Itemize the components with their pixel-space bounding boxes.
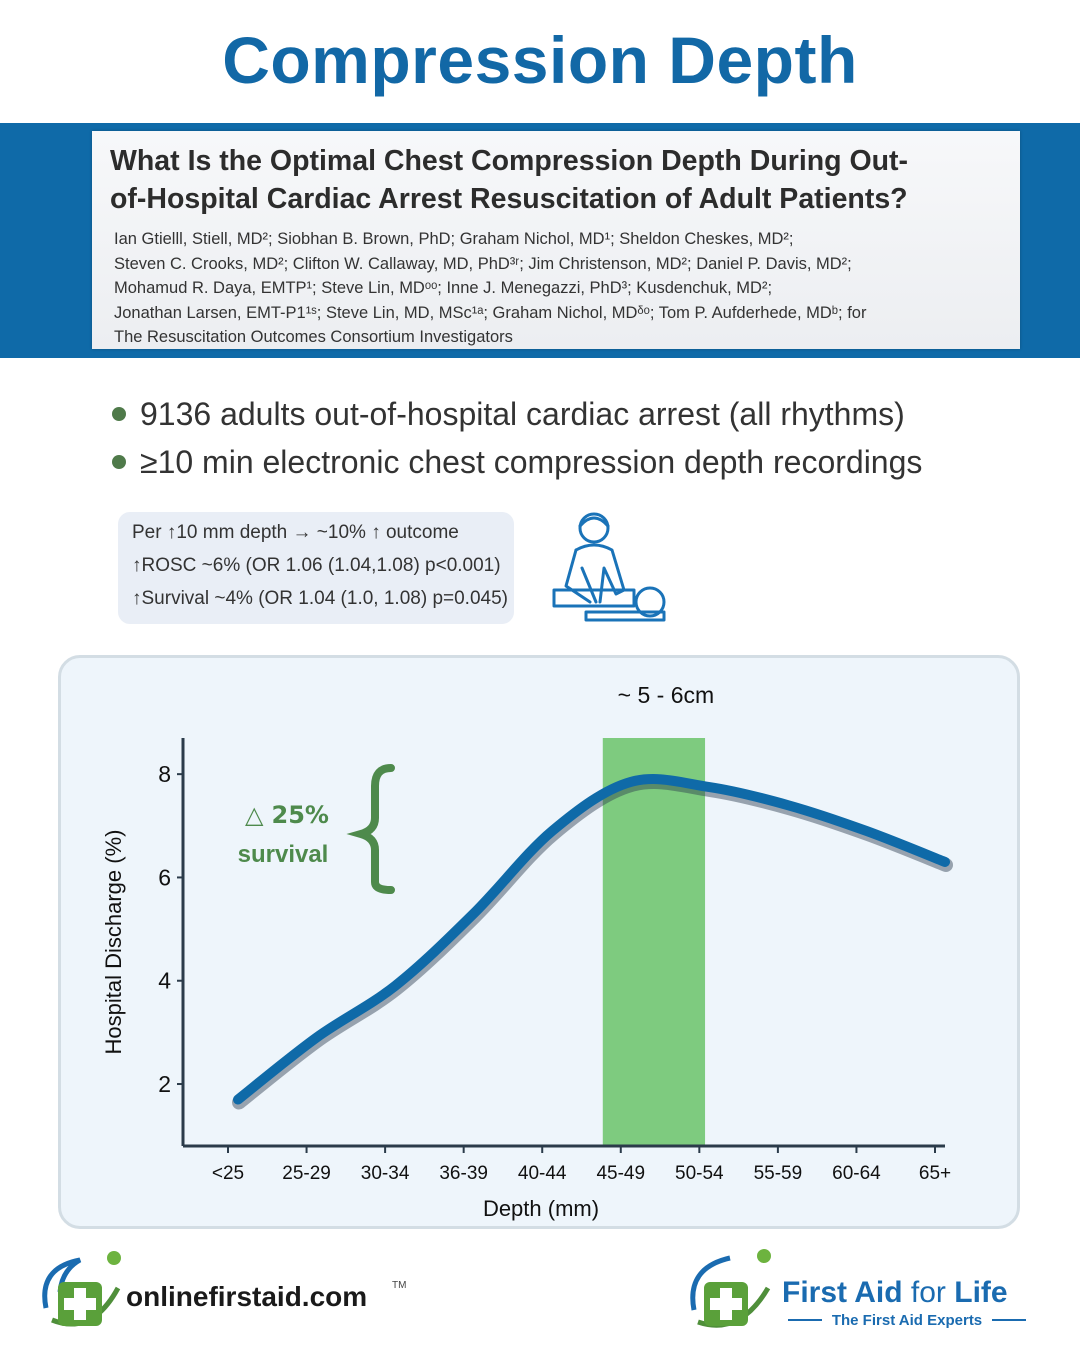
stat-line: Per ↑10 mm depth → ~10% ↑ outcome (132, 522, 459, 543)
logo-right-title: First Aid for Life (782, 1276, 1008, 1309)
x-axis-ticks: <25 25-29 30-34 36-39 40-44 45-49 50-54 55-59 60… (212, 1146, 951, 1184)
series-line (233, 774, 950, 1105)
y-tick-label: 6 (158, 864, 171, 890)
y-axis-label: Hospital Discharge (%) (101, 830, 126, 1055)
logo-tagline: The First Aid Experts (832, 1312, 982, 1329)
x-tick-label: 60-64 (832, 1163, 881, 1184)
x-tick-label: 45-49 (596, 1163, 645, 1184)
series-line-shadow (232, 775, 953, 1110)
paper-title-line: What Is the Optimal Chest Compression De… (110, 145, 909, 177)
x-tick-label: 50-54 (675, 1163, 724, 1184)
author-line: Jonathan Larsen, EMT-P1¹ˢ; Steve Lin, MD… (114, 303, 867, 322)
paper-abstract-card: What Is the Optimal Chest Compression De… (92, 131, 1020, 349)
optimal-depth-highlight (602, 738, 706, 1146)
white-cross-icon (710, 1288, 742, 1320)
bullet-dot (112, 455, 126, 469)
survival-brace-icon (346, 764, 395, 894)
hospital-discharge-chart: ~ 5 - 6cm 2 4 6 8 <25 25-29 30-34 36-39 40-44 45… (101, 682, 953, 1221)
swoosh-icon (690, 1255, 731, 1311)
y-tick-label: 2 (158, 1071, 171, 1097)
figure-head-icon (757, 1249, 771, 1263)
stat-line: ↑ROSC ~6% (OR 1.06 (1.04,1.08) p<0.001) (132, 555, 501, 576)
logo-left-text: onlinefirstaid.com (126, 1281, 367, 1312)
figure-head-icon (107, 1251, 121, 1265)
bullet-item: 9136 adults out-of-hospital cardiac arre… (112, 390, 1062, 438)
study-bullets: 9136 adults out-of-hospital cardiac arre… (112, 390, 1062, 486)
y-axis-ticks: 2 4 6 8 (158, 761, 183, 1097)
logo-word-for: for (911, 1276, 954, 1309)
y-tick-label: 8 (158, 761, 171, 787)
annotation-line-1: △ 25% (245, 801, 329, 829)
annotation-line-2: survival (238, 841, 329, 868)
onlinefirstaid-logo: onlinefirstaid.com TM (42, 1251, 406, 1327)
author-line: Mohamud R. Daya, EMTP¹; Steve Lin, MDᵒᵒ;… (114, 279, 773, 298)
x-tick-label: 55-59 (754, 1163, 803, 1184)
chart-panel: ~ 5 - 6cm 2 4 6 8 <25 25-29 30-34 36-39 40-44 45… (58, 655, 1020, 1229)
logo-word-first-aid: First Aid (782, 1276, 911, 1309)
x-tick-label: 40-44 (518, 1163, 567, 1184)
author-line: Steven C. Crooks, MD²; Clifton W. Callaw… (114, 254, 852, 273)
bullet-dot (112, 407, 126, 421)
stat-line: ↑Survival ~4% (OR 1.04 (1.0, 1.08) p=0.0… (132, 588, 508, 609)
paper-authors: Ian Gtielll, Stiell, MD²; Siobhan B. Bro… (114, 227, 1014, 350)
logo-word-life: Life (954, 1276, 1007, 1309)
cpr-rescuer-icon (552, 512, 666, 622)
x-tick-label: <25 (212, 1163, 244, 1184)
swoosh-icon (42, 1257, 82, 1309)
x-axis-label: Depth (mm) (483, 1196, 599, 1221)
first-aid-for-life-logo: First Aid for Life The First Aid Experts (690, 1249, 1026, 1329)
delta-symbol: △ (245, 801, 264, 829)
author-line: The Resuscitation Outcomes Consortium In… (114, 328, 513, 347)
paper-title: What Is the Optimal Chest Compression De… (110, 142, 1010, 218)
annotation-percent: 25% (272, 801, 329, 829)
x-tick-label: 25-29 (282, 1163, 331, 1184)
paper-title-line: of-Hospital Cardiac Arrest Resuscitation… (110, 183, 908, 215)
bullet-item: ≥10 min electronic chest compression dep… (112, 438, 1062, 486)
optimal-depth-label: ~ 5 - 6cm (618, 682, 715, 708)
page-title: Compression Depth (222, 23, 858, 97)
x-tick-label: 36-39 (439, 1163, 488, 1184)
x-tick-label: 65+ (919, 1163, 951, 1184)
x-tick-label: 30-34 (361, 1163, 410, 1184)
bullet-text: 9136 adults out-of-hospital cardiac arre… (140, 395, 905, 432)
author-line: Ian Gtielll, Stiell, MD²; Siobhan B. Bro… (114, 230, 794, 248)
y-tick-label: 4 (158, 968, 171, 994)
white-cross-icon (64, 1288, 96, 1320)
stats-box: Per ↑10 mm depth → ~10% ↑ outcome ↑ROSC … (118, 512, 514, 624)
trademark-mark: TM (392, 1280, 406, 1291)
bullet-text: ≥10 min electronic chest compression dep… (140, 443, 923, 480)
